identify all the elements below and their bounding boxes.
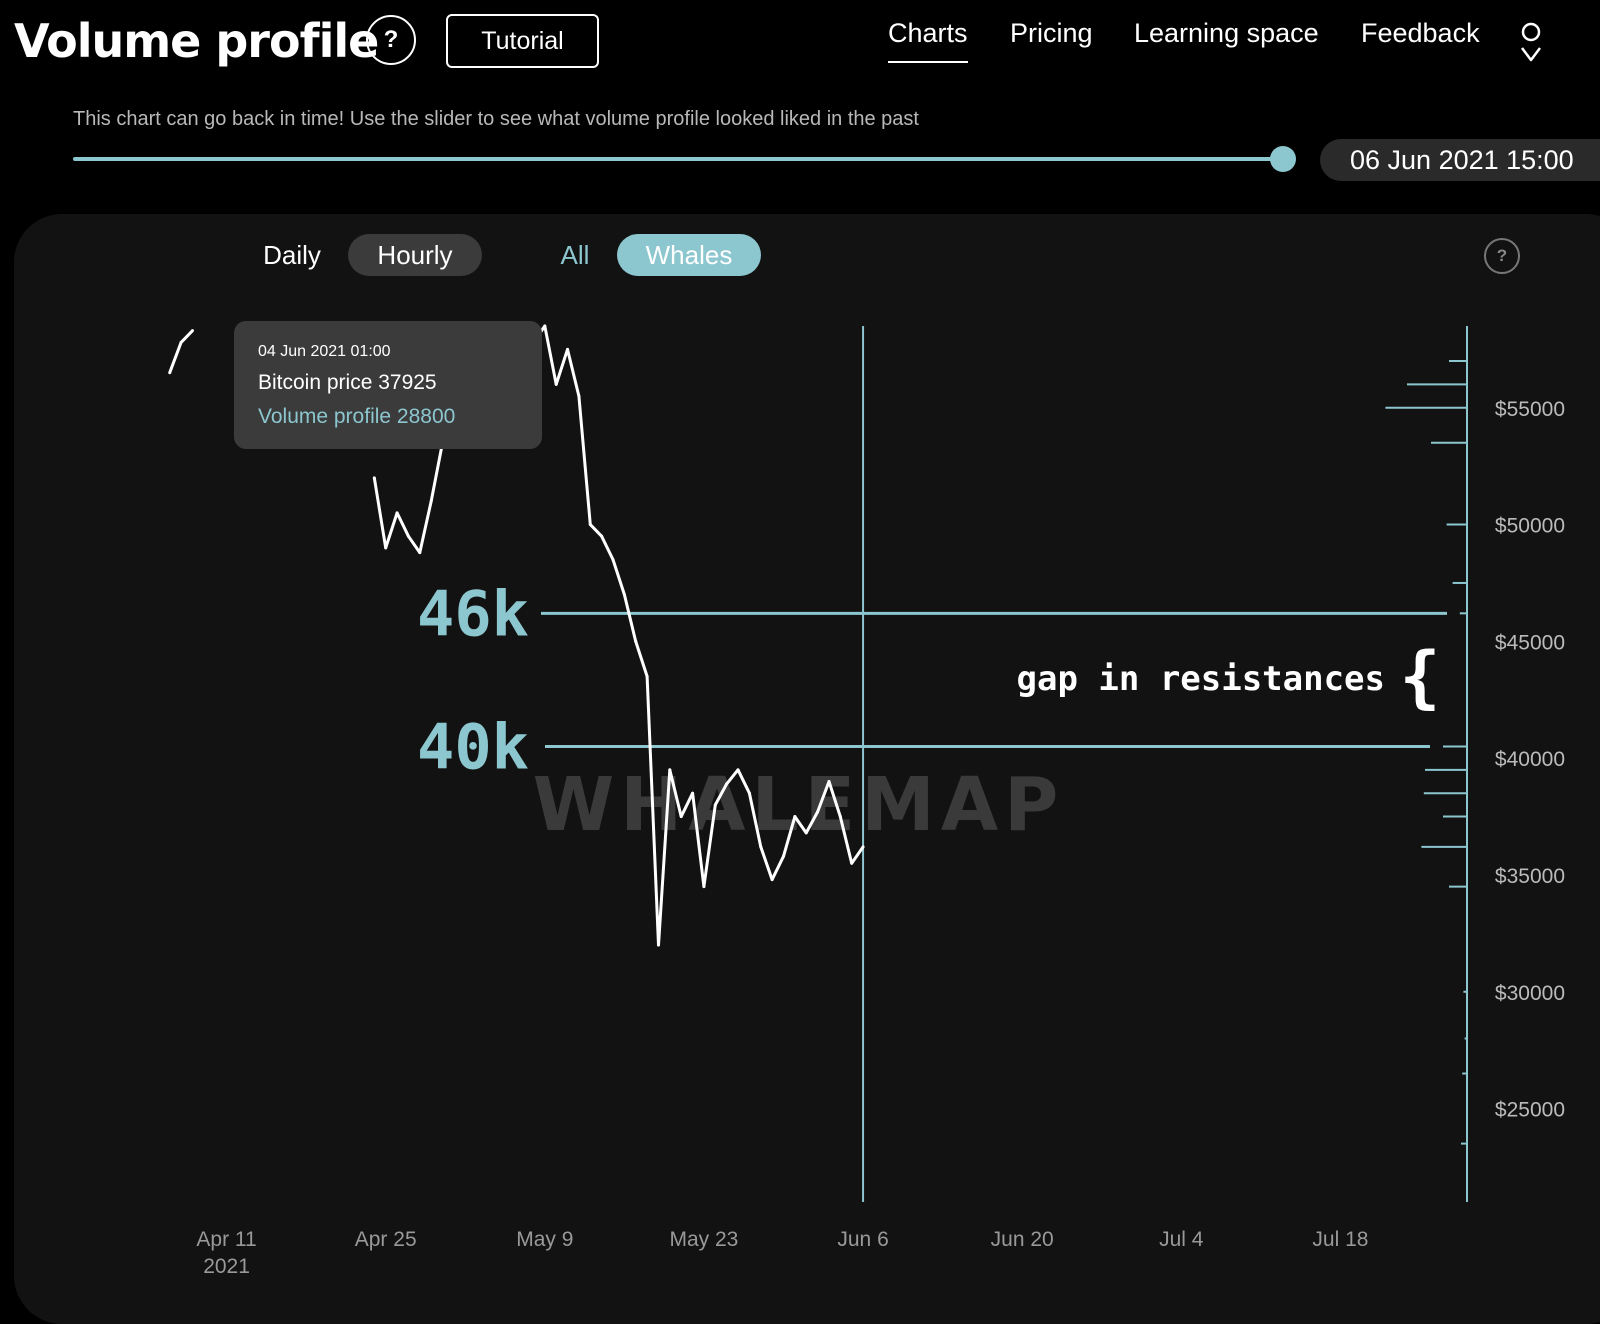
traders-whales-toggle[interactable]: Whales: [617, 234, 761, 276]
gap-in-resistances-label: gap in resistances: [1017, 659, 1385, 699]
interval-hourly-toggle[interactable]: Hourly: [348, 234, 482, 276]
x-tick-label: Jun 6: [837, 1228, 888, 1251]
interval-daily-toggle[interactable]: Daily: [263, 239, 321, 270]
price-point: [816, 810, 820, 814]
price-point: [600, 534, 604, 538]
location-pin-icon[interactable]: [1516, 20, 1546, 64]
tooltip-volume-profile: Volume profile 28800: [258, 405, 456, 428]
price-point: [554, 382, 558, 386]
price-point: [861, 845, 865, 849]
price-point: [634, 639, 638, 643]
time-travel-hint: This chart can go back in time! Use the …: [73, 108, 919, 130]
help-button-label: ?: [383, 26, 399, 53]
x-tick-label: Apr 11: [196, 1228, 256, 1251]
bitcoin-price-line: [168, 329, 194, 374]
price-point: [736, 768, 740, 772]
y-tick-label: $55000: [1495, 398, 1565, 421]
price-point: [702, 885, 706, 889]
x-year-label: 2021: [203, 1255, 250, 1278]
x-tick-label: May 9: [516, 1228, 573, 1251]
price-point: [759, 845, 763, 849]
watermark-text: WHALEMAP: [533, 762, 1065, 848]
price-point: [691, 791, 695, 795]
annotation-label-46k: 46k: [417, 577, 529, 650]
price-point: [577, 394, 581, 398]
tooltip-date: 04 Jun 2021 01:00: [258, 343, 391, 360]
price-point: [611, 558, 615, 562]
price-point: [838, 815, 842, 819]
price-point: [668, 768, 672, 772]
nav-item-learning-space[interactable]: Learning space: [1134, 18, 1319, 48]
volume-profile-chart[interactable]: WHALEMAP 46k 40k gap in resistances { $5500…: [0, 0, 1600, 1281]
traders-all-toggle[interactable]: All: [560, 239, 590, 270]
price-point: [588, 523, 592, 527]
price-point: [622, 593, 626, 597]
time-slider-track[interactable]: [73, 157, 1283, 161]
chart-help-icon[interactable]: ?: [1484, 238, 1520, 274]
price-point: [713, 803, 717, 807]
x-tick-label: Apr 25: [355, 1228, 417, 1251]
price-point: [179, 340, 183, 344]
chart-help-label: ?: [1496, 246, 1508, 265]
y-tick-label: $30000: [1495, 982, 1565, 1005]
price-point: [168, 371, 172, 375]
price-point: [543, 324, 547, 328]
time-slider-thumb[interactable]: [1270, 146, 1296, 172]
price-point: [725, 782, 729, 786]
price-point: [770, 878, 774, 882]
price-point: [190, 329, 194, 333]
price-point: [566, 347, 570, 351]
x-tick-label: Jul 18: [1312, 1228, 1368, 1251]
selected-date-badge: 06 Jun 2021 15:00: [1320, 139, 1600, 181]
price-point: [395, 511, 399, 515]
help-button[interactable]: ?: [366, 15, 416, 65]
y-tick-label: $50000: [1495, 515, 1565, 538]
x-tick-label: May 23: [670, 1228, 739, 1251]
price-point: [645, 674, 649, 678]
price-point: [747, 791, 751, 795]
tooltip-bitcoin-price: Bitcoin price 37925: [258, 371, 437, 394]
nav-item-charts[interactable]: Charts: [888, 18, 968, 63]
price-point: [406, 534, 410, 538]
chart-tooltip: 04 Jun 2021 01:00 Bitcoin price 37925 Vo…: [234, 321, 542, 449]
price-point: [827, 780, 831, 784]
price-point: [679, 815, 683, 819]
x-tick-label: Jun 20: [991, 1228, 1054, 1251]
y-tick-label: $35000: [1495, 865, 1565, 888]
brace-symbol: {: [1400, 638, 1441, 717]
price-point: [384, 546, 388, 550]
annotation-label-40k: 40k: [417, 710, 529, 783]
price-point: [793, 815, 797, 819]
price-point: [782, 854, 785, 858]
x-tick-label: Jul 4: [1159, 1228, 1204, 1251]
y-tick-label: $40000: [1495, 748, 1565, 771]
price-point: [429, 499, 433, 503]
y-tick-label: $45000: [1495, 631, 1565, 654]
nav-item-pricing[interactable]: Pricing: [1010, 18, 1093, 48]
nav-item-feedback[interactable]: Feedback: [1361, 18, 1480, 48]
price-point: [850, 861, 854, 865]
price-point: [656, 943, 660, 947]
page-title: Volume profile: [14, 14, 379, 68]
bitcoin-price-line: [520, 324, 865, 947]
tutorial-button[interactable]: Tutorial: [446, 14, 599, 68]
price-point: [418, 551, 422, 555]
price-point: [372, 476, 376, 480]
price-point: [804, 831, 808, 835]
y-tick-label: $25000: [1495, 1099, 1565, 1122]
